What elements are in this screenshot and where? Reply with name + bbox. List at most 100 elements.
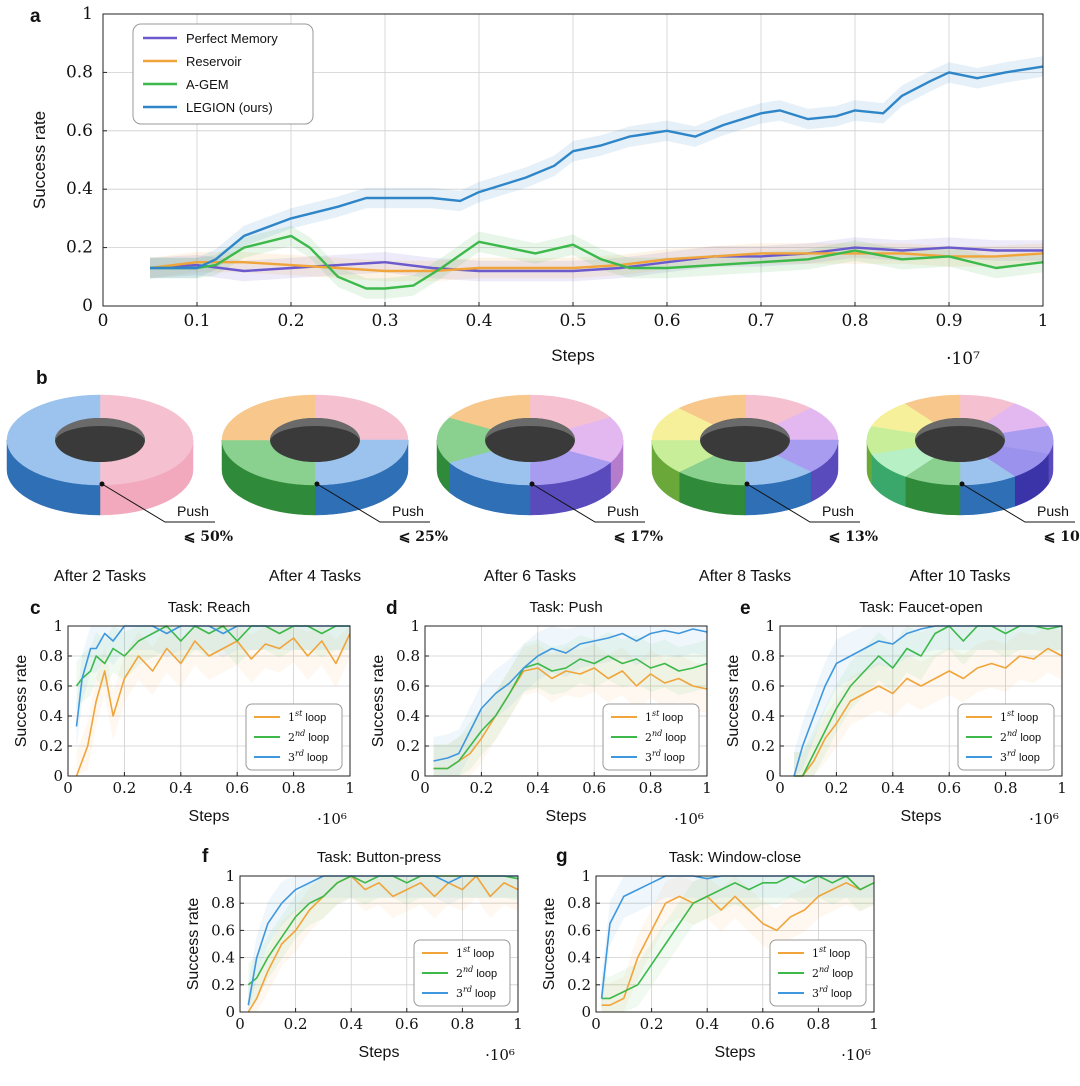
donut-chart: Push ⩽ 10% After 10 Tasks xyxy=(866,394,1080,585)
x-tick-label: 0.2 xyxy=(284,1015,308,1033)
donut-chart: Push ⩽ 13% After 8 Tasks xyxy=(651,394,878,585)
donut-hole xyxy=(700,418,790,462)
legend-label: 3rd loop xyxy=(1000,749,1040,764)
x-axis-label: Steps xyxy=(901,808,942,825)
x-tick-label: 0.6 xyxy=(751,1015,775,1033)
x-tick-label: 0.8 xyxy=(282,779,306,797)
series-line-1st-loop xyxy=(247,875,519,1013)
y-tick-label: 0.6 xyxy=(567,921,591,939)
x-tick-label: 0.7 xyxy=(747,311,774,331)
legend-label: 1st loop xyxy=(812,945,850,960)
confidence-band xyxy=(601,876,874,1012)
y-tick-label: 0 xyxy=(765,767,775,785)
x-tick-label: 0.2 xyxy=(469,779,493,797)
x-axis-label: Steps xyxy=(359,1044,400,1061)
series-line-a-gem xyxy=(150,234,1044,290)
confidence-band xyxy=(150,56,1043,279)
y-tick-label: 1 xyxy=(581,867,591,885)
chart-e-faucet-open: Task: Faucet-open 0 0.2 0.4 0.6 0.8 1 0 0.2 0.4 0.… xyxy=(725,599,1067,828)
donut-hole-wall xyxy=(700,418,790,442)
x-tick-label: 0.8 xyxy=(639,779,663,797)
chart-title: Task: Push xyxy=(529,599,602,616)
plot-frame xyxy=(67,625,351,777)
series-line-1st-loop xyxy=(433,667,708,770)
x-axis-multiplier: ·10⁶ xyxy=(485,1046,515,1064)
donut-chart: Push ⩽ 17% After 6 Tasks xyxy=(436,394,663,585)
x-tick-label: 0.2 xyxy=(112,779,136,797)
x-tick-label: 0.6 xyxy=(225,779,249,797)
push-share-value: ⩽ 10% xyxy=(1044,529,1080,545)
donut-hole-wall xyxy=(485,418,575,442)
donut-hole xyxy=(55,418,145,462)
x-axis-multiplier: ·10⁶ xyxy=(841,1046,871,1064)
y-axis-label: Success rate xyxy=(185,898,202,991)
donut-chart: Push ⩽ 50% After 2 Tasks xyxy=(6,394,233,585)
x-tick-label: 0.4 xyxy=(169,779,193,797)
y-tick-label: 1 xyxy=(765,617,775,635)
push-share-value: ⩽ 50% xyxy=(184,529,233,545)
y-tick-label: 0 xyxy=(410,767,420,785)
confidence-band xyxy=(76,626,350,751)
chart-f-button-press: Task: Button-press 0 0.2 0.4 0.6 0.8 1 0 0.2 0.4 0… xyxy=(185,849,523,1064)
x-tick-label: 0.5 xyxy=(559,311,586,331)
panel-letter-g: g xyxy=(556,846,568,867)
x-tick-label: 0.6 xyxy=(937,779,961,797)
confidence-band xyxy=(150,225,1043,299)
confidence-band xyxy=(433,632,707,776)
x-tick-label: 0.6 xyxy=(395,1015,419,1033)
y-tick-label: 0 xyxy=(581,1003,591,1021)
legend-label: Perfect Memory xyxy=(186,31,278,46)
x-tick-label: 0 xyxy=(420,779,430,797)
x-tick-label: 0 xyxy=(63,779,73,797)
panel-letter-c: c xyxy=(30,598,41,619)
x-tick-label: 1 xyxy=(1057,779,1067,797)
x-tick-label: 0.4 xyxy=(339,1015,363,1033)
series-line-2nd-loop xyxy=(794,625,1063,777)
y-tick-label: 0.8 xyxy=(66,62,93,82)
donut-title: After 2 Tasks xyxy=(54,568,146,585)
x-axis-multiplier: ·10⁶ xyxy=(674,810,704,828)
y-tick-label: 1 xyxy=(410,617,420,635)
legend-label: A-GEM xyxy=(186,77,229,92)
donut-hole-wall xyxy=(915,418,1005,442)
y-tick-label: 0.2 xyxy=(211,976,235,994)
panel-b-donut-row: Push ⩽ 50% After 2 Tasks Push ⩽ 25% After 4 T… xyxy=(6,394,1080,585)
legend-label: 2nd loop xyxy=(812,965,853,980)
x-tick-label: 0.4 xyxy=(695,1015,719,1033)
donut-hole-wall xyxy=(270,418,360,442)
confidence-band xyxy=(601,876,874,1012)
legend-label: 1st loop xyxy=(288,709,326,724)
legend-label: 3rd loop xyxy=(645,749,685,764)
y-tick-label: 0.4 xyxy=(39,707,63,725)
x-tick-label: 0 xyxy=(235,1015,245,1033)
legend-box xyxy=(769,939,867,1007)
series-line-1st-loop xyxy=(794,647,1063,777)
legend-label: 1st loop xyxy=(1000,709,1038,724)
panel-letter-b: b xyxy=(36,368,48,389)
y-tick-label: 0 xyxy=(82,296,93,316)
y-tick-label: 0.8 xyxy=(39,647,63,665)
chart-g-window-close: Task: Window-close 0 0.2 0.4 0.6 0.8 1 0 0.2 0.4 0… xyxy=(541,849,879,1064)
push-leader-line xyxy=(746,483,860,523)
x-tick-label: 0 xyxy=(775,779,785,797)
panel-letter-d: d xyxy=(386,598,398,619)
x-axis-multiplier: ·10⁶ xyxy=(317,810,347,828)
y-tick-label: 0.4 xyxy=(567,949,591,967)
confidence-band xyxy=(433,626,707,776)
x-tick-label: 0 xyxy=(591,1015,601,1033)
panel-letter-e: e xyxy=(740,598,751,619)
legend-label: 3rd loop xyxy=(812,985,852,1000)
x-tick-label: 0.9 xyxy=(935,311,962,331)
x-tick-label: 0 xyxy=(98,311,109,331)
legend-label: 3rd loop xyxy=(456,985,496,1000)
chart-d-push: Task: Push 0 0.2 0.4 0.6 0.8 1 0 0.2 0.4 0.6 0.8 1 St… xyxy=(370,599,712,828)
y-tick-label: 0.4 xyxy=(211,949,235,967)
series-line-3rd-loop xyxy=(433,628,708,762)
legend-box xyxy=(602,703,700,771)
series-line-reservoir xyxy=(149,252,1044,273)
legend-box xyxy=(957,703,1055,771)
legend-label: 3rd loop xyxy=(288,749,328,764)
chart-title: Task: Faucet-open xyxy=(859,599,982,616)
legend-label: 2nd loop xyxy=(288,729,329,744)
